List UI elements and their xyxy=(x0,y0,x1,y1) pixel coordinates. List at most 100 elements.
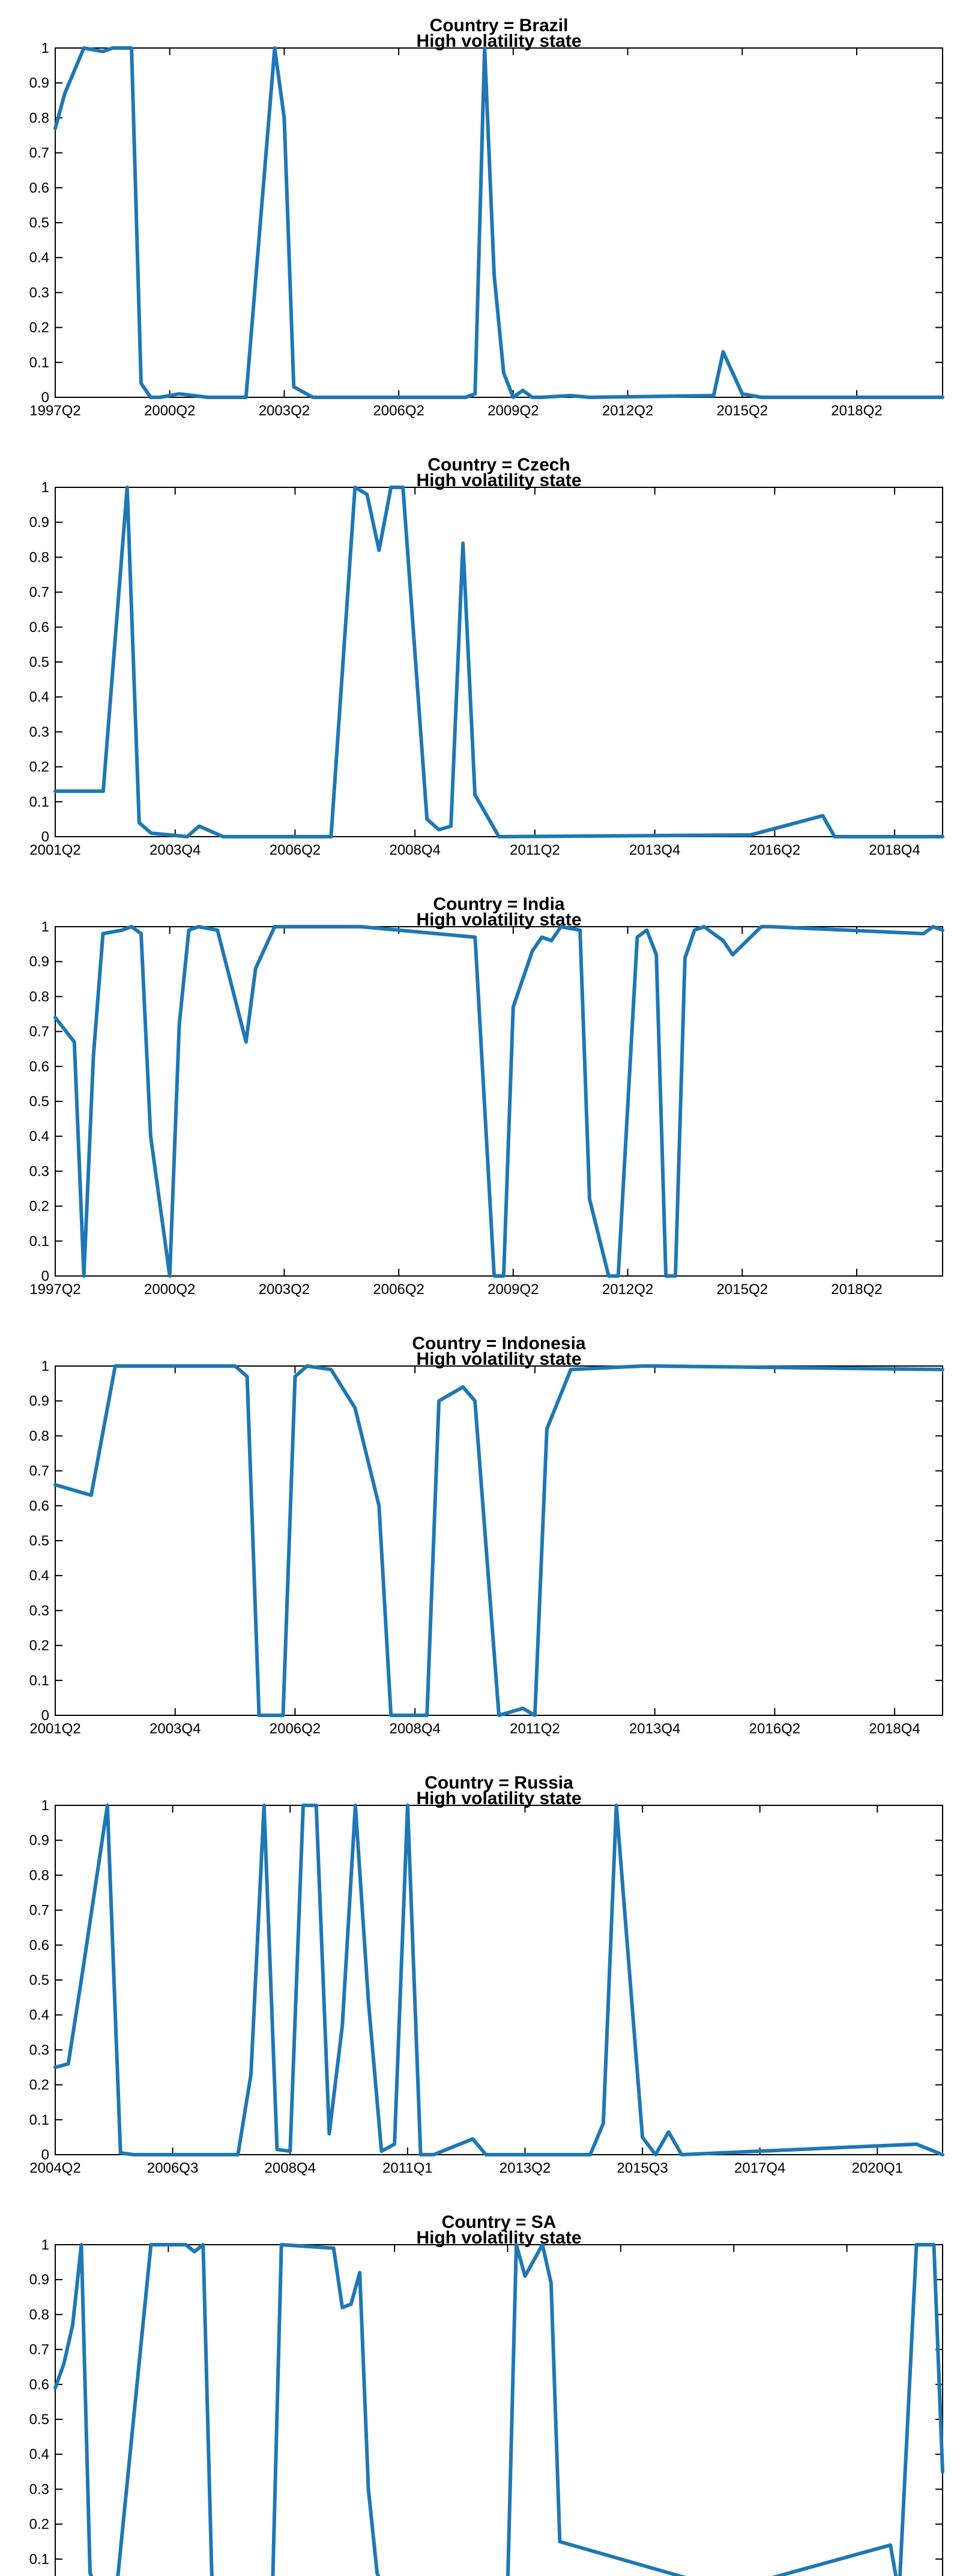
x-tick-label: 2016Q2 xyxy=(749,1721,800,1737)
x-tick-label: 2006Q3 xyxy=(147,2160,198,2176)
y-tick-label: 0.2 xyxy=(29,2077,49,2093)
series-line xyxy=(53,1804,944,2156)
x-tick-label: 2000Q2 xyxy=(144,403,195,419)
y-tick-label: 0.5 xyxy=(29,215,49,231)
x-tick-label: 2003Q2 xyxy=(259,1281,310,1298)
y-tick-label: 0.9 xyxy=(29,1393,49,1409)
axes-box xyxy=(55,2244,943,2576)
y-tick-label: 0.9 xyxy=(29,75,49,91)
y-tick-label: 0.4 xyxy=(29,689,49,705)
x-tick-label: 2018Q2 xyxy=(831,403,882,419)
y-tick-label: 0.5 xyxy=(29,654,49,670)
y-tick-label: 0.7 xyxy=(29,1024,49,1040)
y-tick-label: 0.6 xyxy=(29,619,49,636)
x-tick-label: 2011Q2 xyxy=(510,842,560,858)
y-tick-label: 1 xyxy=(41,1798,49,1814)
x-tick-label: 2011Q2 xyxy=(510,1721,560,1737)
series-line xyxy=(53,46,944,399)
y-tick-label: 1 xyxy=(41,2237,49,2253)
y-tick-label: 0.9 xyxy=(29,514,49,531)
x-tick-label: 2009Q2 xyxy=(488,1281,539,1298)
y-tick-label: 0.6 xyxy=(29,1059,49,1075)
x-tick-label: 2015Q2 xyxy=(717,1281,768,1298)
y-tick-label: 0.1 xyxy=(29,1233,49,1250)
x-tick-label: 2018Q2 xyxy=(831,1281,882,1298)
y-tick-label: 0.1 xyxy=(29,794,49,810)
y-tick-label: 0.8 xyxy=(29,1867,49,1883)
chart-title: Country = Russia xyxy=(424,1773,573,1793)
y-tick-label: 0.3 xyxy=(29,284,49,301)
y-tick-label: 0.1 xyxy=(29,2551,49,2568)
x-tick-label: 2020Q1 xyxy=(852,2160,903,2176)
y-tick-label: 0.2 xyxy=(29,320,49,336)
x-tick-label: 2003Q4 xyxy=(149,1721,201,1737)
series-line xyxy=(53,925,944,1278)
x-tick-label: 2006Q2 xyxy=(373,403,424,419)
y-tick-label: 0 xyxy=(41,829,49,845)
y-tick-label: 0.8 xyxy=(29,110,49,126)
y-tick-label: 1 xyxy=(41,480,49,496)
y-tick-label: 0.1 xyxy=(29,1673,49,1689)
chart-title: Country = Brazil xyxy=(430,16,569,35)
y-tick-label: 0.2 xyxy=(29,1199,49,1215)
x-tick-label: 2018Q4 xyxy=(869,1721,920,1737)
y-tick-label: 0.9 xyxy=(29,2272,49,2288)
x-tick-label: 2006Q2 xyxy=(270,842,321,858)
y-tick-label: 0.9 xyxy=(29,954,49,970)
x-tick-label: 2006Q2 xyxy=(373,1281,424,1298)
x-tick-label: 2015Q3 xyxy=(617,2160,668,2176)
y-tick-label: 0.5 xyxy=(29,1094,49,1110)
y-tick-label: 0.7 xyxy=(29,1903,49,1919)
x-tick-label: 2009Q2 xyxy=(488,403,539,419)
y-tick-label: 0.8 xyxy=(29,2307,49,2323)
axes-box xyxy=(55,47,943,398)
y-tick-label: 1 xyxy=(41,1358,49,1374)
y-tick-label: 1 xyxy=(41,919,49,935)
x-tick-label: 2003Q2 xyxy=(259,403,310,419)
x-tick-label: 2008Q4 xyxy=(389,1721,440,1737)
y-tick-label: 0.3 xyxy=(29,2042,49,2058)
chart-title: Country = Indonesia xyxy=(412,1334,586,1353)
x-tick-label: 2012Q2 xyxy=(602,403,653,419)
y-tick-label: 0.2 xyxy=(29,1638,49,1654)
x-tick-label: 1997Q2 xyxy=(29,403,80,419)
series-line xyxy=(53,1364,944,1717)
x-tick-label: 2013Q4 xyxy=(629,842,680,858)
y-tick-label: 0.8 xyxy=(29,989,49,1005)
chart-title: Country = Czech xyxy=(427,455,570,475)
y-tick-label: 0.4 xyxy=(29,2007,49,2023)
x-tick-label: 2004Q2 xyxy=(29,2160,80,2176)
x-tick-label: 2000Q2 xyxy=(144,1281,195,1298)
x-tick-label: 2016Q2 xyxy=(749,842,800,858)
y-tick-label: 0 xyxy=(41,2147,49,2163)
y-tick-label: 0.6 xyxy=(29,180,49,196)
series-line xyxy=(53,2243,944,2576)
y-tick-label: 0.6 xyxy=(29,1937,49,1954)
y-tick-label: 0.3 xyxy=(29,1163,49,1179)
x-tick-label: 2017Q4 xyxy=(734,2160,785,2176)
y-tick-label: 0 xyxy=(41,1268,49,1284)
y-tick-label: 0.3 xyxy=(29,724,49,740)
y-tick-label: 0.2 xyxy=(29,759,49,775)
y-tick-label: 0.3 xyxy=(29,1602,49,1619)
x-tick-label: 2003Q4 xyxy=(149,842,201,858)
axes-box xyxy=(55,1805,943,2155)
x-tick-label: 2018Q4 xyxy=(869,842,920,858)
chart-title: Country = India xyxy=(433,894,565,914)
y-tick-label: 0.4 xyxy=(29,250,49,266)
x-tick-label: 1997Q2 xyxy=(29,1281,80,1298)
y-tick-label: 0.7 xyxy=(29,145,49,161)
x-tick-label: 2015Q2 xyxy=(717,403,768,419)
y-tick-label: 0.5 xyxy=(29,1972,49,1988)
y-tick-label: 0.3 xyxy=(29,2481,49,2497)
x-tick-label: 2001Q2 xyxy=(29,1721,80,1737)
y-tick-label: 0.4 xyxy=(29,2446,49,2463)
x-tick-label: 2001Q2 xyxy=(29,842,80,858)
